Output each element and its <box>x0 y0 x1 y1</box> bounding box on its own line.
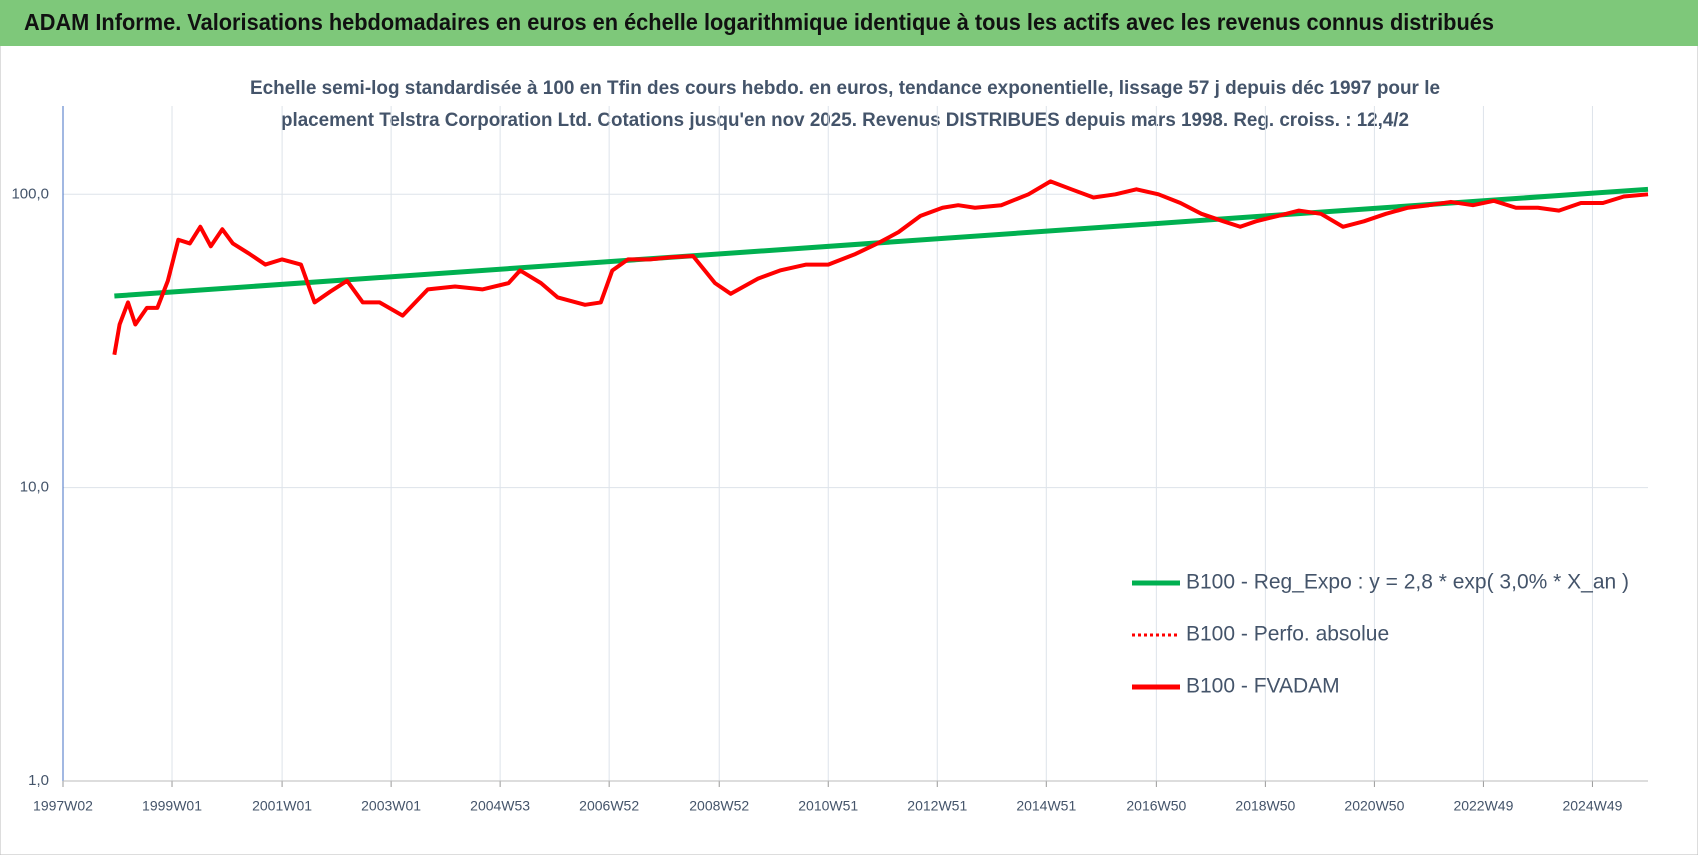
x-tick-label: 2003W01 <box>361 798 421 814</box>
legend-label: B100 - Perfo. absolue <box>1186 623 1389 646</box>
x-tick-label: 2014W51 <box>1016 798 1076 814</box>
x-tick-label: 1999W01 <box>142 798 202 814</box>
header-title: ADAM Informe. Valorisations hebdomadaire… <box>24 9 1494 35</box>
chart-subtitle: placement Telstra Corporation Ltd. Cotat… <box>281 110 1409 131</box>
header-bar <box>0 0 1698 46</box>
x-tick-label: 2001W01 <box>252 798 312 814</box>
x-tick-label: 2020W50 <box>1344 798 1404 814</box>
x-tick-label: 2012W51 <box>907 798 967 814</box>
y-tick-label: 10,0 <box>20 479 49 496</box>
x-tick-label: 2024W49 <box>1562 798 1622 814</box>
chart-subtitle: Echelle semi-log standardisée à 100 en T… <box>250 78 1440 99</box>
series-line <box>112 179 1649 356</box>
legend-label: B100 - Reg_Expo : y = 2,8 * exp( 3,0% * … <box>1186 571 1629 594</box>
x-tick-label: 2022W49 <box>1453 798 1513 814</box>
x-tick-label: 2006W52 <box>579 798 639 814</box>
legend-label: B100 - FVADAM <box>1186 675 1340 698</box>
x-tick-label: 2016W50 <box>1126 798 1186 814</box>
x-tick-label: 2018W50 <box>1235 798 1295 814</box>
y-tick-label: 1,0 <box>28 772 49 789</box>
x-tick-label: 1997W02 <box>33 798 93 814</box>
y-tick-label: 100,0 <box>11 185 49 202</box>
x-tick-label: 2008W52 <box>689 798 749 814</box>
x-tick-label: 2004W53 <box>470 798 530 814</box>
x-tick-label: 2010W51 <box>798 798 858 814</box>
